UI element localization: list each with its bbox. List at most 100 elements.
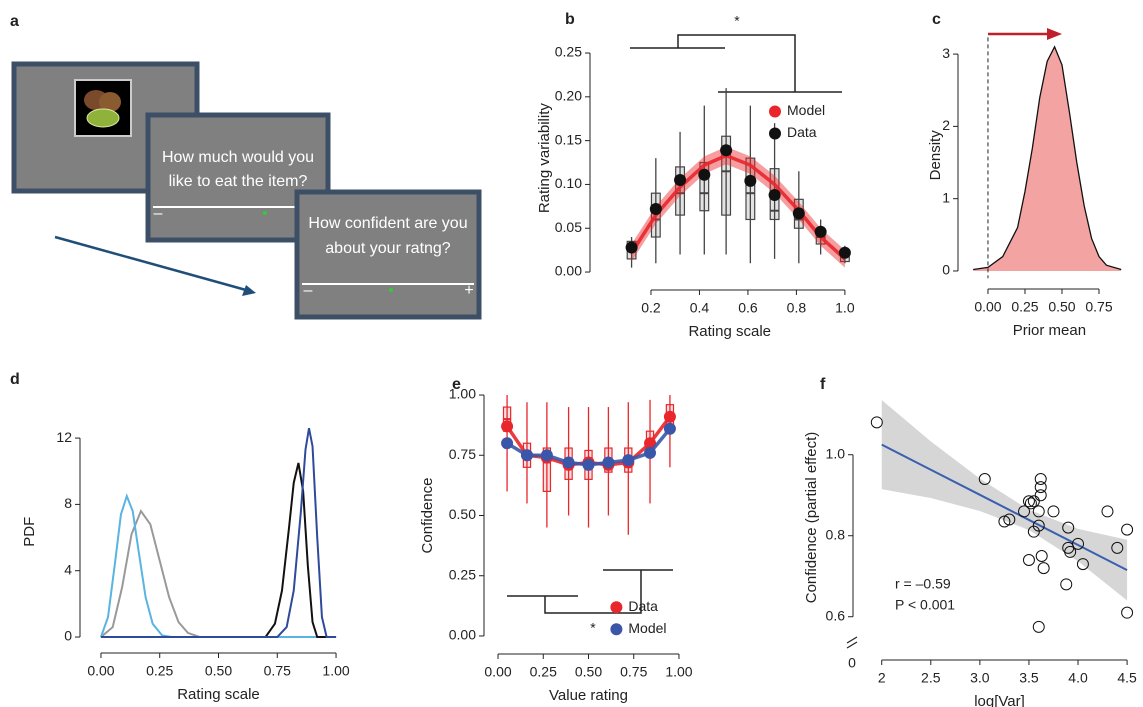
y-tick-label: 0.8 <box>826 526 846 542</box>
y-tick-label: 0 <box>64 628 72 644</box>
point <box>1037 562 1050 575</box>
point <box>1034 473 1047 486</box>
scale-min: – <box>154 205 163 222</box>
y-tick-label: 3 <box>942 45 950 61</box>
arrow-head <box>1047 28 1062 40</box>
statistic: r = –0.59 <box>895 576 951 592</box>
x-tick-label: 2 <box>878 670 886 686</box>
y-tick-label: 8 <box>64 495 72 511</box>
point <box>602 456 615 469</box>
x-tick-label: 0.75 <box>1085 299 1112 315</box>
regression-line <box>881 443 1128 572</box>
point <box>978 473 991 486</box>
legend-label: Model <box>787 102 825 118</box>
point <box>644 446 657 459</box>
point <box>625 241 638 254</box>
y-axis-label: Density <box>927 130 944 181</box>
y-tick-label: 0.50 <box>449 506 476 522</box>
arrow-head <box>242 285 256 296</box>
legend-swatch <box>769 105 781 118</box>
x-tick-label: 1.0 <box>835 300 855 316</box>
origin-label: 0 <box>848 655 856 671</box>
x-tick-label: 0.50 <box>205 663 232 679</box>
x-axis-label: Prior mean <box>1013 322 1086 339</box>
x-axis-label: Rating scale <box>177 686 260 703</box>
kiwi-slice <box>86 108 120 128</box>
point <box>1032 519 1045 532</box>
time-arrow <box>54 235 247 292</box>
significance: * <box>590 620 596 636</box>
point <box>501 437 514 450</box>
point <box>1111 541 1124 554</box>
scale-max: + <box>464 282 473 299</box>
question: How much would you <box>162 149 314 166</box>
point <box>870 416 883 429</box>
point <box>520 449 533 462</box>
point <box>1060 578 1073 591</box>
x-tick-label: 4.0 <box>1068 670 1088 686</box>
point <box>1064 545 1077 558</box>
y-tick-label: 2 <box>942 117 950 133</box>
point <box>1034 489 1047 502</box>
scale-min: – <box>304 282 313 299</box>
x-tick-label: 0.50 <box>1048 299 1075 315</box>
point <box>1024 497 1037 510</box>
y-tick-label: 1.00 <box>449 386 476 402</box>
legend-label: Data <box>628 598 658 614</box>
point <box>644 437 657 450</box>
point <box>1062 521 1075 534</box>
x-tick-label: 0.8 <box>787 300 807 316</box>
pdf-curve <box>100 427 337 639</box>
point <box>562 456 575 469</box>
x-tick-label: 0.50 <box>575 664 602 680</box>
y-tick-label: 0.6 <box>826 607 846 623</box>
x-tick-label: 3.0 <box>970 670 990 686</box>
box <box>745 157 756 221</box>
y-axis-label: PDF <box>21 517 38 547</box>
task-diagram: a How much would you like to eat the ite… <box>10 13 482 320</box>
series-line <box>630 153 847 261</box>
y-tick-label: 1 <box>942 189 950 205</box>
x-tick-label: 0.00 <box>974 299 1001 315</box>
point <box>1121 523 1134 536</box>
point <box>698 168 711 181</box>
y-tick-label: 0.25 <box>555 44 582 60</box>
point <box>1047 505 1060 518</box>
point <box>768 188 781 201</box>
point <box>1022 554 1035 567</box>
confidence-band <box>881 400 1128 601</box>
x-tick-label: 0.00 <box>87 663 114 679</box>
x-axis-label: Value rating <box>549 687 628 704</box>
cursor <box>389 288 393 292</box>
point <box>814 225 827 238</box>
y-tick-label: 0.75 <box>449 446 476 462</box>
point <box>540 449 553 462</box>
density-line <box>973 45 1122 271</box>
point <box>1018 505 1031 518</box>
x-tick-label: 0.75 <box>264 663 291 679</box>
x-tick-label: 0.00 <box>484 664 511 680</box>
point <box>501 420 514 433</box>
point <box>649 202 662 215</box>
y-axis-label: Confidence (partial effect) <box>803 432 820 603</box>
y-tick-label: 0.10 <box>555 175 582 191</box>
significance-bracket <box>507 569 673 614</box>
legend-label: Model <box>628 620 666 636</box>
point <box>663 422 676 435</box>
question: How confident are you <box>308 215 467 232</box>
y-tick-label: 0 <box>942 262 950 278</box>
y-tick-label: 1.0 <box>826 445 846 461</box>
y-tick-label: 0.05 <box>555 219 582 235</box>
panel-label: c <box>932 11 941 28</box>
significance: * <box>734 13 740 29</box>
point <box>792 207 805 220</box>
panel-label: a <box>10 13 19 30</box>
legend-swatch <box>610 623 623 636</box>
point <box>1003 513 1016 526</box>
pdf-curve <box>100 493 337 639</box>
y-tick-label: 0.20 <box>555 88 582 104</box>
x-tick-label: 0.4 <box>690 300 710 316</box>
question: about your ratng? <box>325 240 451 257</box>
x-tick-label: 3.5 <box>1019 670 1039 686</box>
y-tick-label: 12 <box>56 429 72 445</box>
